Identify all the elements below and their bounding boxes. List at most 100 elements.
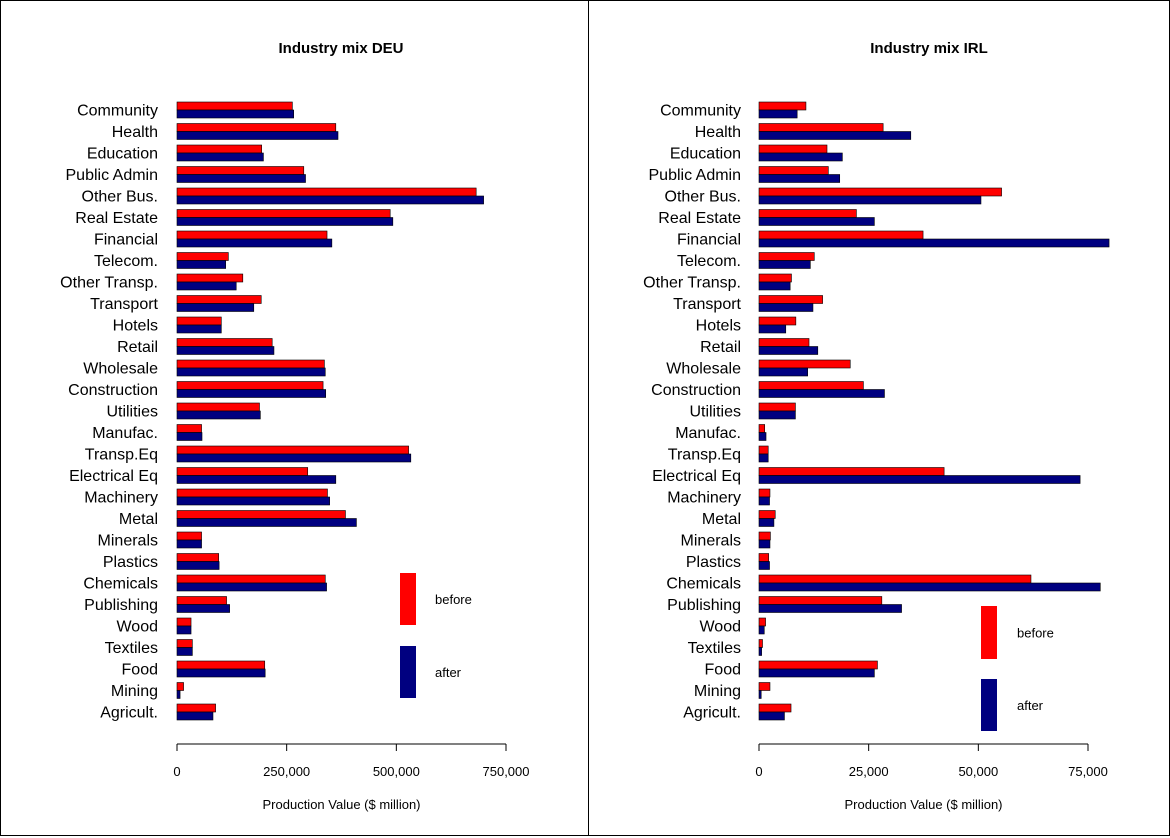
bar-before — [758, 402, 796, 412]
bar-after — [176, 346, 275, 355]
bar-before — [758, 252, 815, 261]
legend-label-before: before — [1017, 626, 1054, 641]
category-label: Hotels — [696, 318, 741, 335]
legend-label-after: after — [1017, 698, 1044, 713]
bar-before — [758, 295, 823, 304]
bar-after — [758, 668, 875, 678]
bar-before — [758, 596, 883, 605]
category-label: Transport — [673, 296, 741, 313]
bar-before — [758, 209, 857, 218]
category-label: Community — [660, 103, 741, 120]
legend-swatch-after — [981, 679, 997, 731]
category-label: Manufac. — [92, 425, 158, 442]
bar-after — [758, 539, 771, 549]
bar-after — [176, 604, 230, 613]
x-tick-label: 50,000 — [958, 764, 998, 779]
category-label: Other Bus. — [82, 189, 158, 206]
bar-after — [758, 453, 769, 463]
bar-after — [176, 217, 394, 226]
bar-after — [758, 711, 785, 721]
bar-before — [176, 531, 202, 541]
chart-title: Industry mix DEU — [278, 40, 403, 57]
bar-after — [758, 131, 912, 140]
bar-after — [176, 539, 202, 549]
bar-after — [758, 625, 765, 635]
bar-after — [758, 174, 841, 183]
bar-before — [758, 230, 924, 240]
category-label: Health — [695, 124, 741, 141]
bar-before — [758, 359, 851, 369]
bar-before — [176, 574, 326, 584]
category-label: Agricult. — [100, 705, 158, 722]
bar-after — [176, 625, 192, 635]
category-label: Transp.Eq — [668, 447, 741, 464]
x-axis-label: Production Value ($ million) — [845, 797, 1003, 812]
bar-after — [758, 152, 843, 162]
bar-after — [758, 389, 885, 398]
bar-after — [758, 496, 770, 506]
category-label: Metal — [702, 511, 741, 528]
bar-before — [758, 187, 1002, 197]
bar-after — [176, 109, 294, 119]
legend-swatch-before — [400, 573, 416, 625]
bar-before — [176, 424, 202, 433]
bar-before — [176, 101, 293, 111]
category-label: Other Transp. — [60, 275, 158, 292]
category-label: Plastics — [103, 554, 158, 571]
bar-after — [176, 475, 337, 484]
bar-before — [758, 166, 829, 175]
bar-before — [176, 510, 346, 519]
bar-before — [176, 144, 262, 154]
category-label: Wood — [699, 619, 741, 636]
category-label: Mining — [111, 683, 158, 700]
bar-before — [176, 338, 273, 347]
category-label: Machinery — [84, 490, 158, 507]
legend-label-after: after — [435, 665, 462, 680]
bar-before — [758, 553, 769, 562]
bar-before — [176, 596, 227, 605]
bar-before — [758, 617, 766, 627]
bar-before — [758, 381, 864, 390]
bar-after — [176, 561, 220, 570]
bar-before — [758, 316, 797, 326]
bar-after — [176, 432, 203, 441]
bar-before — [176, 166, 305, 175]
bar-before — [176, 639, 193, 648]
bar-after — [758, 324, 787, 334]
bar-before — [176, 660, 266, 670]
x-tick-label: 75,000 — [1068, 764, 1108, 779]
category-label: Other Bus. — [665, 189, 741, 206]
category-label: Electrical Eq — [652, 468, 741, 485]
bar-before — [758, 531, 771, 541]
bar-before — [758, 574, 1032, 584]
category-label: Telecom. — [677, 253, 741, 270]
bar-after — [176, 518, 357, 527]
legend-swatch-after — [400, 646, 416, 698]
bar-after — [176, 195, 484, 205]
bar-after — [176, 410, 261, 420]
x-tick-label: 750,000 — [483, 764, 530, 779]
category-label: Public Admin — [66, 167, 159, 184]
bar-after — [176, 690, 181, 699]
category-label: Transp.Eq — [85, 447, 158, 464]
bar-after — [758, 238, 1110, 248]
bar-before — [758, 338, 810, 347]
bar-after — [176, 174, 306, 183]
bar-before — [758, 660, 878, 670]
bar-before — [176, 273, 244, 283]
bar-after — [758, 303, 814, 312]
category-label: Wholesale — [83, 361, 158, 378]
bar-after — [758, 604, 902, 613]
x-tick-label: 0 — [173, 764, 180, 779]
category-label: Manufac. — [675, 425, 741, 442]
bar-before — [176, 359, 325, 369]
bar-before — [176, 467, 309, 476]
bar-before — [176, 445, 409, 455]
legend-swatch-before — [981, 606, 997, 659]
bar-before — [176, 402, 260, 412]
bar-after — [176, 238, 333, 248]
bar-before — [176, 682, 184, 691]
bar-before — [758, 123, 884, 132]
category-label: Publishing — [84, 597, 158, 614]
bar-after — [758, 195, 982, 205]
